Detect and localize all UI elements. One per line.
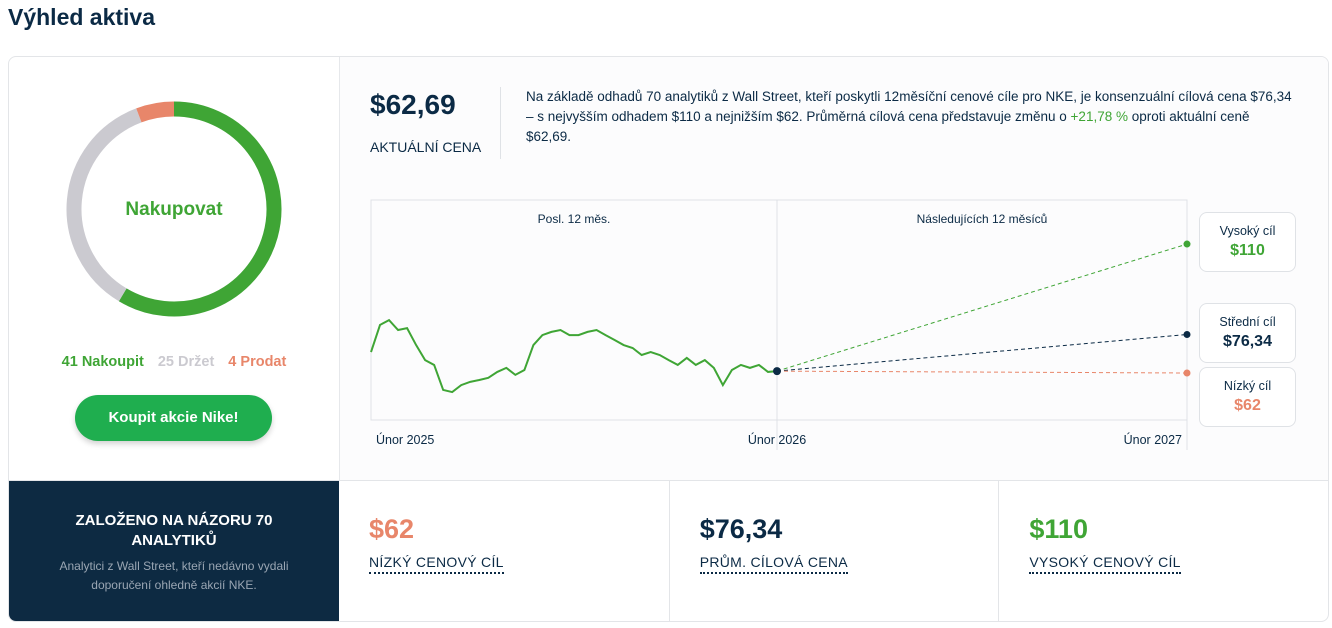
current-price: $62,69 (370, 89, 456, 120)
target-line (776, 333, 1188, 372)
count-name: Držet (178, 354, 215, 370)
forecast-panel: $62,69 AKTUÁLNÍ CENA Na základě odhadů 7… (339, 57, 1328, 480)
count-name: Prodat (240, 354, 287, 370)
target-card: $62 NÍZKÝ CENOVÝ CÍL (339, 481, 668, 621)
plot-frame (370, 199, 1188, 421)
description-highlight: +21,78 % (1070, 109, 1128, 124)
description-text: Na základě odhadů 70 analytiků z Wall St… (526, 89, 1292, 124)
rating-donut: Nakupovat (66, 101, 282, 317)
target-value: $62 (1234, 397, 1261, 414)
donut-segment (136, 101, 175, 123)
x-label: Únor 2025 (376, 432, 434, 447)
count-value: 25 (157, 354, 174, 370)
target-value: $76,34 (1223, 333, 1272, 350)
current-price-dot (773, 367, 781, 376)
rating-count: 4 Prodat (228, 354, 286, 370)
basis-title: ZALOŽENO NA NÁZORU 70 ANALYTIKŮ (75, 512, 273, 549)
x-label: Únor 2026 (748, 432, 806, 447)
rating-label: Nakupovat (125, 199, 223, 220)
forecast-chart: Posl. 12 měs. Následujících 12 měsíců Únor… (370, 199, 1191, 450)
outlook-card: Nakupovat 41 Nakoupit 25 Držet 4 Prodat Ko… (8, 56, 1329, 622)
divider (500, 87, 501, 159)
description-text: oproti aktuální ceně $62,69. (526, 109, 1250, 144)
target-label: Vysoký cíl (1219, 224, 1276, 238)
target-dot (1183, 369, 1191, 377)
period-label: Posl. 12 měs. (538, 212, 611, 226)
target-label: Střední cíl (1219, 315, 1276, 329)
target-dot (1183, 330, 1191, 338)
description: Na základě odhadů 70 analytiků z Wall St… (526, 87, 1296, 147)
basis-text: Analytici z Wall Street, kteří nedávno v… (59, 559, 289, 592)
rating-count: 25 Držet (158, 354, 214, 370)
period-label: Následujících 12 měsíců (917, 212, 1048, 226)
rating-count: 41 Nakoupit (62, 354, 144, 370)
summary-row: ZALOŽENO NA NÁZORU 70 ANALYTIKŮ Analytic… (9, 480, 1328, 621)
basis-panel: ZALOŽENO NA NÁZORU 70 ANALYTIKŮ Analytic… (9, 481, 339, 621)
target-dot (1183, 240, 1191, 248)
card-label: NÍZKÝ CENOVÝ CÍL (369, 554, 504, 574)
target-card: $110 VYSOKÝ CENOVÝ CÍL (998, 481, 1328, 621)
donut-segment (66, 108, 142, 302)
card-value: $110 (1029, 514, 1088, 544)
card-label: VYSOKÝ CENOVÝ CÍL (1029, 554, 1181, 574)
card-value: $62 (369, 514, 415, 544)
rating-counts: 41 Nakoupit 25 Držet 4 Prodat (9, 354, 339, 370)
target-value: $110 (1230, 242, 1265, 259)
buy-button[interactable]: Koupit akcie Nike! (75, 395, 272, 441)
x-label: Únor 2027 (1124, 432, 1182, 447)
price-line (370, 318, 778, 394)
target-card: $76,34 PRŮM. CÍLOVÁ CENA (668, 481, 999, 621)
target-box: Střední cíl $76,34 (1199, 303, 1296, 363)
card-value: $76,34 (699, 514, 783, 544)
donut-segment (118, 101, 282, 317)
count-value: 41 (61, 354, 78, 370)
target-line (776, 370, 1188, 374)
count-name: Nakoupit (81, 354, 144, 370)
count-value: 4 (228, 354, 237, 370)
current-price-label: AKTUÁLNÍ CENA (370, 139, 482, 155)
target-box: Nízký cíl $62 (1199, 367, 1296, 427)
target-box: Vysoký cíl $110 (1199, 212, 1296, 272)
card-label: PRŮM. CÍLOVÁ CENA (699, 554, 848, 574)
target-label: Nízký cíl (1223, 379, 1272, 393)
section-title: Výhled aktiva (8, 4, 156, 30)
target-line (776, 243, 1188, 372)
